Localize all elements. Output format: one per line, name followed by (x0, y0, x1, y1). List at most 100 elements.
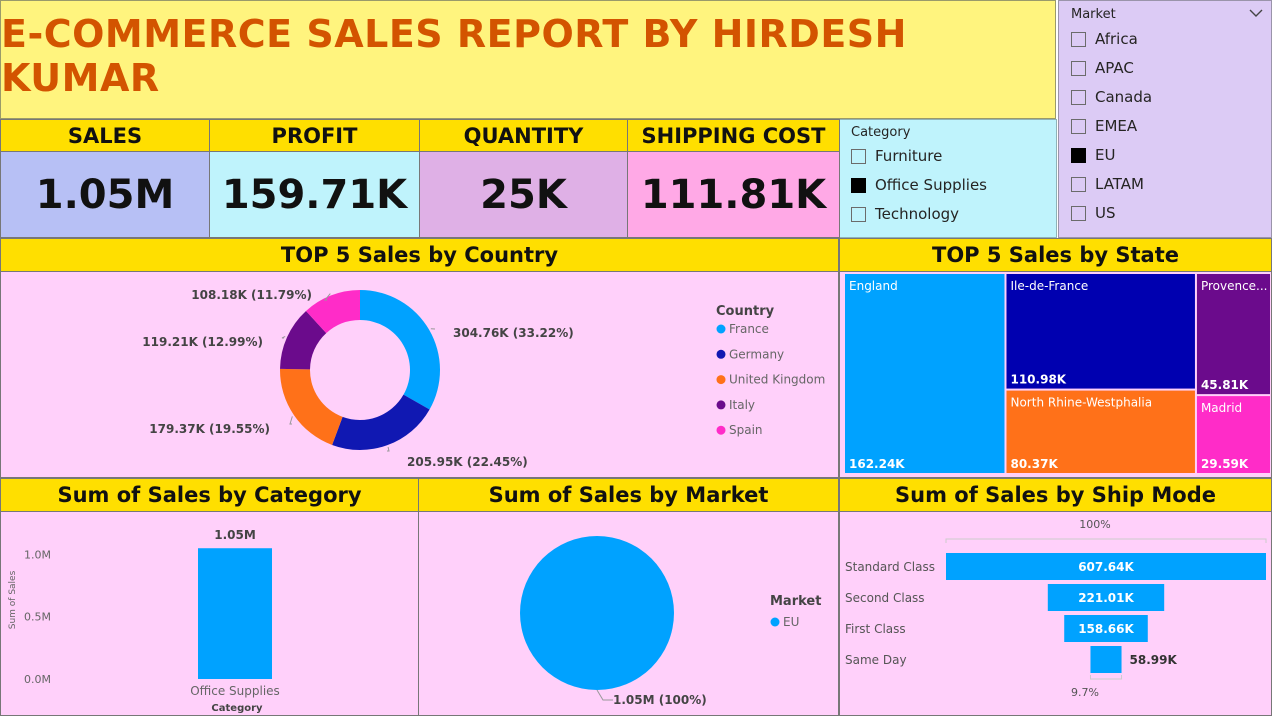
donut-data-label: 179.37K (19.55%) (149, 422, 270, 436)
y-tick-label: 0.5M (24, 611, 51, 624)
funnel-top-percent: 100% (1079, 518, 1110, 531)
donut-slice-italy[interactable] (280, 310, 327, 370)
funnel-bottom-percent: 9.7% (1071, 686, 1099, 699)
treemap-tile-label: England (849, 279, 898, 293)
kpi-quantity-value: 25K (419, 151, 628, 238)
checkbox-icon[interactable] (851, 206, 866, 222)
report-title-banner: E-COMMERCE SALES REPORT BY HIRDESH KUMAR (0, 0, 1056, 119)
market-option-label: APAC (1095, 59, 1134, 77)
market-slicer[interactable]: Market Africa APAC Canada EMEA EU LATAM US (1058, 0, 1272, 238)
market-option-apac[interactable]: APAC (1071, 59, 1134, 77)
checkbox-icon[interactable] (1071, 89, 1086, 105)
donut-slice-united-kingdom[interactable] (280, 368, 343, 445)
funnel-data-label: 158.66K (1078, 622, 1134, 636)
category-bar-chart[interactable]: 0.0M 0.5M 1.0M Sum of Sales 1.05M Office Supp… (1, 512, 418, 715)
checkbox-icon[interactable] (1071, 60, 1086, 76)
state-panel-title: TOP 5 Sales by State (839, 238, 1272, 272)
donut-slice-france[interactable] (360, 290, 440, 410)
kpi-shipping-label: SHIPPING COST (627, 119, 840, 152)
market-option-canada[interactable]: Canada (1071, 88, 1152, 106)
y-axis-title: Sum of Sales (8, 570, 18, 629)
category-panel: 0.0M 0.5M 1.0M Sum of Sales 1.05M Office Supp… (0, 511, 419, 716)
market-option-label: EU (1095, 146, 1116, 164)
market-pie-chart[interactable]: 1.05M (100%) Market EU (419, 512, 838, 715)
state-panel: England 162.24K Ile-de-France 110.98K North … (839, 271, 1272, 478)
market-slicer-title: Market (1071, 7, 1116, 22)
market-option-label: Africa (1095, 30, 1138, 48)
pie-slice-eu[interactable] (520, 536, 674, 690)
category-option-technology[interactable]: Technology (851, 205, 959, 223)
market-panel-title: Sum of Sales by Market (418, 478, 839, 512)
legend-marker-eu (770, 617, 780, 627)
treemap-tile-england[interactable] (845, 274, 1005, 473)
donut-slice-spain[interactable] (306, 290, 360, 334)
funnel-category-label: Second Class (845, 591, 925, 605)
state-treemap-chart[interactable]: England 162.24K Ile-de-France 110.98K North … (840, 272, 1271, 477)
funnel-bar-standard-class[interactable] (946, 553, 1266, 580)
chevron-down-icon[interactable] (1249, 8, 1263, 18)
legend-item-germany[interactable]: Germany (729, 347, 784, 361)
kpi-profit-label: PROFIT (209, 119, 420, 152)
bar-office-supplies[interactable] (198, 548, 272, 679)
funnel-category-label: Same Day (845, 653, 907, 667)
report-title: E-COMMERCE SALES REPORT BY HIRDESH KUMAR (1, 11, 907, 100)
pie-data-label: 1.05M (100%) (613, 693, 707, 707)
leader-line (596, 689, 613, 701)
funnel-bar-first-class[interactable] (1064, 615, 1148, 642)
legend-item-spain[interactable]: Spain (729, 423, 763, 437)
legend-item-eu[interactable]: EU (783, 615, 799, 629)
treemap-tile-label: Madrid (1201, 401, 1242, 415)
treemap-tile-ile-de-france[interactable] (1006, 274, 1195, 389)
donut-data-label: 108.18K (11.79%) (191, 288, 312, 302)
treemap-tile-madrid[interactable] (1196, 396, 1270, 473)
legend-item-italy[interactable]: Italy (729, 398, 755, 412)
x-axis-title: Category (211, 703, 263, 714)
y-tick-label: 0.0M (24, 673, 51, 686)
treemap-tile-value: 80.37K (1010, 457, 1058, 471)
funnel-bar-second-class[interactable] (1047, 584, 1165, 611)
donut-slice-germany[interactable] (332, 394, 430, 450)
treemap-tile-value: 162.24K (849, 457, 905, 471)
legend-marker-united-kingdom (716, 375, 726, 385)
legend-item-united-kingdom[interactable]: United Kingdom (729, 373, 825, 387)
checkbox-icon[interactable] (1071, 31, 1086, 47)
market-option-eu[interactable]: EU (1071, 146, 1115, 164)
market-option-label: EMEA (1095, 117, 1138, 135)
funnel-bar-same-day[interactable] (1090, 646, 1122, 673)
country-donut-chart[interactable]: 304.76K (33.22%) 205.95K (22.45%) 179.37K … (1, 272, 838, 477)
checkbox-checked-icon[interactable] (1071, 147, 1086, 163)
legend-item-france[interactable]: France (729, 322, 769, 336)
market-option-label: LATAM (1095, 175, 1144, 193)
checkbox-icon[interactable] (851, 148, 866, 164)
category-option-furniture[interactable]: Furniture (851, 147, 942, 165)
shipmode-funnel-chart[interactable]: 100% Standard Class 607.64K Second Class 221… (840, 512, 1271, 715)
market-option-emea[interactable]: EMEA (1071, 117, 1137, 135)
funnel-top-bracket (945, 538, 1267, 543)
checkbox-icon[interactable] (1071, 176, 1086, 192)
checkbox-icon[interactable] (1071, 205, 1086, 221)
category-option-label: Furniture (875, 147, 943, 165)
funnel-category-label: First Class (845, 622, 906, 636)
shipmode-panel: 100% Standard Class 607.64K Second Class 221… (839, 511, 1272, 716)
treemap-tile-north-rhine-westphalia[interactable] (1006, 390, 1195, 473)
category-option-office-supplies[interactable]: Office Supplies (851, 176, 987, 194)
market-option-label: Canada (1095, 88, 1153, 106)
market-option-latam[interactable]: LATAM (1071, 175, 1144, 193)
bar-data-label: 1.05M (214, 528, 256, 542)
treemap-tile-provence[interactable] (1196, 274, 1270, 395)
checkbox-checked-icon[interactable] (851, 177, 866, 193)
market-option-us[interactable]: US (1071, 204, 1116, 222)
category-option-label: Technology (875, 205, 960, 223)
funnel-category-label: Standard Class (845, 560, 935, 574)
category-slicer[interactable]: Category Furniture Office Supplies Technol… (839, 119, 1057, 238)
country-panel: 304.76K (33.22%) 205.95K (22.45%) 179.37K … (0, 271, 839, 478)
checkbox-icon[interactable] (1071, 118, 1086, 134)
donut-data-label: 119.21K (12.99%) (142, 335, 263, 349)
shipmode-panel-title: Sum of Sales by Ship Mode (839, 478, 1272, 512)
country-panel-title: TOP 5 Sales by Country (0, 238, 839, 272)
kpi-quantity-label: QUANTITY (419, 119, 628, 152)
legend-marker-france (716, 324, 726, 334)
leader-line (387, 446, 390, 452)
market-option-africa[interactable]: Africa (1071, 30, 1138, 48)
kpi-sales-value: 1.05M (0, 151, 210, 238)
